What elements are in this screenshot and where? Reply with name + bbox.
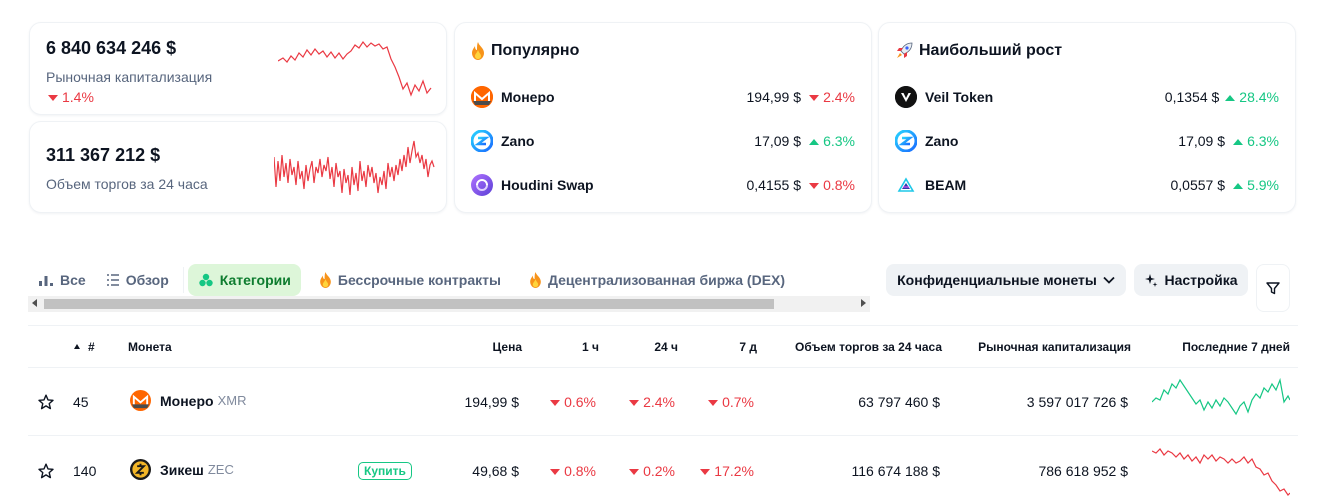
monero-icon <box>471 86 493 108</box>
popular-title: Популярно <box>471 42 579 60</box>
chart-icon <box>39 276 53 286</box>
col-price[interactable]: Цена <box>492 340 522 354</box>
price-value: 49,68 $ <box>472 463 519 479</box>
sort-rank-header[interactable]: # <box>74 340 95 354</box>
change-7d: 17.2% <box>700 463 754 479</box>
popular-item-zano[interactable]: Zano 17,09 $ 6.3% <box>471 129 855 153</box>
market-cap-change: 1.4% <box>48 89 94 105</box>
sparkline-7d <box>1152 448 1290 496</box>
clover-icon <box>199 273 213 287</box>
change-24h: 2.4% <box>629 394 675 410</box>
popular-item-houdini-swap[interactable]: Houdini Swap 0,4155 $ 0.8% <box>471 173 855 197</box>
star-icon[interactable] <box>38 394 54 413</box>
tab-perpetual-contracts[interactable]: Бессрочные контракты <box>309 264 511 296</box>
star-icon[interactable] <box>38 463 54 482</box>
tab-dex[interactable]: Децентрализованная биржа (DEX) <box>519 264 795 296</box>
popular-item-monero[interactable]: Монеро 194,99 $ 2.4% <box>471 85 855 109</box>
col-last-7-days: Последние 7 дней <box>1182 340 1290 354</box>
volume-value: 63 797 460 $ <box>858 394 940 410</box>
monero-icon <box>130 390 151 411</box>
gainers-item-zano[interactable]: Zano 17,09 $ 6.3% <box>895 129 1279 153</box>
fire-icon <box>530 272 541 288</box>
coin-cell[interactable]: Монеро XMR <box>130 390 246 411</box>
rank-value: 45 <box>73 394 89 410</box>
sparkline-7d <box>1152 377 1290 416</box>
gainers-panel: Наибольший рост Veil Token 0,1354 $ 28.4… <box>878 22 1296 213</box>
change-1h: 0.8% <box>550 463 596 479</box>
houdini-icon <box>471 174 493 196</box>
market-cap-value: 786 618 952 $ <box>1038 463 1128 479</box>
scroll-left-arrow-icon[interactable] <box>32 299 37 307</box>
market-cap-sparkline <box>278 40 432 97</box>
fire-icon <box>320 272 331 288</box>
chevron-down-icon <box>1103 276 1115 284</box>
col-24h[interactable]: 24 ч <box>654 340 678 354</box>
rank-value: 140 <box>73 463 97 479</box>
veil-icon <box>895 86 917 108</box>
volume-sparkline <box>274 140 435 196</box>
gainers-item-beam[interactable]: BEAM 0,0557 $ 5.9% <box>895 173 1279 197</box>
category-select[interactable]: Конфиденциальные монеты <box>886 264 1126 296</box>
gainers-title: Наибольший рост <box>895 42 1062 60</box>
market-cap-card: 6 840 634 246 $ Рыночная капитализация 1… <box>29 22 447 115</box>
tab-overview[interactable]: Обзор <box>96 264 179 296</box>
volume-value: 116 674 188 $ <box>851 463 941 479</box>
col-volume[interactable]: Объем торгов за 24 часа <box>795 340 942 354</box>
zcash-icon <box>130 459 151 480</box>
price-value: 194,99 $ <box>464 394 520 410</box>
table-row[interactable]: 45 Монеро XMR 194,99 $ 0.6% 2.4% 0.7% 63… <box>28 368 1298 436</box>
down-triangle-icon <box>48 95 58 101</box>
popular-panel: Популярно Монеро 194,99 $ 2.4% Zano 17,0… <box>454 22 872 213</box>
scroll-right-arrow-icon[interactable] <box>861 299 866 307</box>
market-cap-label: Рыночная капитализация <box>46 69 213 85</box>
sparkle-icon <box>1145 274 1158 287</box>
volume-card: 311 367 212 $ Объем торгов за 24 часа <box>29 121 447 213</box>
col-market-cap[interactable]: Рыночная капитализация <box>978 340 1131 354</box>
tabs-scrollbar[interactable] <box>28 296 870 312</box>
buy-button[interactable]: Купить <box>358 462 412 480</box>
change-7d: 0.7% <box>708 394 754 410</box>
tab-categories[interactable]: Категории <box>187 264 301 296</box>
market-cap-value: 3 597 017 726 $ <box>1026 394 1128 410</box>
filter-icon <box>1266 282 1280 295</box>
change-24h: 0.2% <box>629 463 675 479</box>
sort-up-icon <box>74 344 80 349</box>
col-coin[interactable]: Монета <box>128 340 172 354</box>
beam-icon <box>895 174 917 196</box>
change-1h: 0.6% <box>550 394 596 410</box>
filter-button[interactable] <box>1256 264 1290 312</box>
tab-divider <box>182 267 184 293</box>
category-tabs: Все Обзор Категории Бессрочные контракты… <box>28 264 795 296</box>
zano-icon <box>471 130 493 152</box>
zano-icon <box>895 130 917 152</box>
list-icon <box>106 274 119 286</box>
settings-button[interactable]: Настройка <box>1134 264 1248 296</box>
scrollbar-thumb[interactable] <box>44 299 774 309</box>
volume-label: Объем торгов за 24 часа <box>46 176 208 192</box>
gainers-item-veil-token[interactable]: Veil Token 0,1354 $ 28.4% <box>895 85 1279 109</box>
col-1h[interactable]: 1 ч <box>582 340 599 354</box>
market-cap-value: 6 840 634 246 $ <box>46 38 177 58</box>
col-7d[interactable]: 7 д <box>739 340 757 354</box>
rocket-icon <box>895 42 913 60</box>
table-row[interactable]: 140 Зикеш ZEC Купить 49,68 $ 0.8% 0.2% 1… <box>28 437 1298 503</box>
volume-value: 311 367 212 $ <box>46 145 161 165</box>
tab-all[interactable]: Все <box>28 264 96 296</box>
coin-cell[interactable]: Зикеш ZEC <box>130 459 234 480</box>
fire-icon <box>471 42 485 60</box>
table-header: # Монета Цена 1 ч 24 ч 7 д Объем торгов … <box>28 325 1298 368</box>
